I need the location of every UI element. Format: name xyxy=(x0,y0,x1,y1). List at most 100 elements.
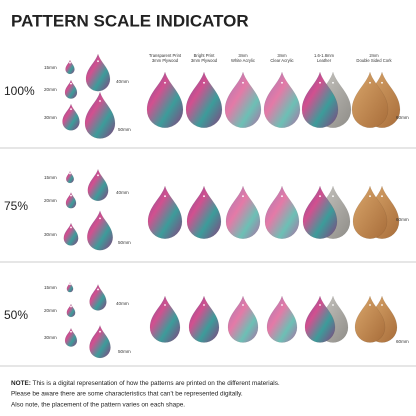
hole xyxy=(164,304,166,306)
scale-label: 100% xyxy=(4,84,35,98)
size-label: 30mm xyxy=(44,232,57,237)
material-shape xyxy=(225,185,261,239)
material-shape xyxy=(301,71,339,128)
hole xyxy=(242,81,244,84)
scale-label: 50% xyxy=(4,308,28,322)
hole xyxy=(164,81,166,84)
material-shape xyxy=(354,295,386,343)
hole xyxy=(381,195,383,198)
column-header: 1.6-1.8mm xyxy=(314,53,335,58)
teardrop xyxy=(89,283,107,311)
note-label: NOTE: xyxy=(11,380,31,387)
teardrop xyxy=(87,209,113,251)
note-text: This is a digital representation of how … xyxy=(31,380,280,387)
note-line: Please be aware there are some character… xyxy=(11,391,243,398)
column-header: 2mm xyxy=(369,53,379,58)
material-shape xyxy=(185,71,223,128)
hole xyxy=(369,195,371,198)
column-header: Double Sided Cork xyxy=(356,58,392,63)
hole xyxy=(164,195,166,198)
teardrop xyxy=(66,281,74,293)
material-shape xyxy=(146,71,184,128)
material-shape xyxy=(352,185,388,239)
hole xyxy=(70,194,72,197)
teardrop xyxy=(66,303,76,318)
material-shape xyxy=(227,295,259,343)
size-label: 30mm xyxy=(44,115,57,120)
size-label: 20mm xyxy=(44,87,57,92)
scale-label: 75% xyxy=(4,199,28,213)
hole xyxy=(242,304,244,306)
column-header: Clear Acrylic xyxy=(270,58,293,63)
hole xyxy=(97,288,99,291)
column-header: Transparent Print xyxy=(149,53,182,58)
size-label: 60mm xyxy=(396,115,409,120)
teardrop xyxy=(84,91,116,139)
material-shape xyxy=(351,71,389,128)
material-shape xyxy=(149,295,181,343)
size-label: 50mm xyxy=(118,127,131,132)
hole xyxy=(69,172,71,175)
hole xyxy=(203,195,205,198)
hole xyxy=(97,60,99,63)
hole xyxy=(69,283,71,286)
size-label: 30mm xyxy=(44,335,57,340)
teardrop xyxy=(85,53,111,92)
size-label: 15mm xyxy=(44,285,57,290)
material-shape xyxy=(302,185,338,239)
teardrop xyxy=(87,168,109,201)
hole xyxy=(70,226,72,229)
column-header: 3mm xyxy=(238,53,248,58)
hole xyxy=(332,195,334,198)
teardrop xyxy=(63,222,79,246)
size-label: 50mm xyxy=(118,240,131,245)
teardrop xyxy=(65,170,75,184)
size-label: 60mm xyxy=(396,217,409,222)
hole xyxy=(99,330,101,333)
material-shape xyxy=(266,295,298,343)
hole xyxy=(70,305,72,308)
size-label: 20mm xyxy=(44,308,57,313)
shapes xyxy=(62,53,401,359)
hole xyxy=(281,81,283,84)
material-shape xyxy=(147,185,183,239)
teardrop xyxy=(64,79,78,99)
column-header: Leather xyxy=(317,58,332,63)
hole xyxy=(369,304,371,306)
size-label: 20mm xyxy=(44,198,57,203)
teardrop xyxy=(64,327,78,347)
note-line: NOTE: This is a digital representation o… xyxy=(11,380,280,387)
size-label: 60mm xyxy=(396,339,409,344)
hole xyxy=(319,195,321,198)
material-shape xyxy=(263,71,301,128)
column-header: 3mm Plywood xyxy=(152,58,179,63)
hole xyxy=(70,82,72,85)
size-label: 40mm xyxy=(116,301,129,306)
hole xyxy=(70,108,72,110)
size-label: 15mm xyxy=(44,175,57,180)
material-shape xyxy=(224,71,262,128)
title: PATTERN SCALE INDICATOR xyxy=(11,11,249,30)
hole xyxy=(319,81,321,84)
teardrop xyxy=(65,191,77,209)
hole xyxy=(381,304,383,306)
hole xyxy=(281,195,283,198)
hole xyxy=(381,81,383,84)
hole xyxy=(99,217,101,220)
hole xyxy=(332,81,334,84)
note-line: Also note, the placement of the pattern … xyxy=(11,402,185,409)
size-label: 40mm xyxy=(116,79,129,84)
size-label: 50mm xyxy=(118,349,131,354)
material-shape xyxy=(304,295,336,343)
hole xyxy=(369,81,371,84)
hole xyxy=(203,304,205,306)
teardrop xyxy=(65,59,75,75)
size-label: 40mm xyxy=(116,190,129,195)
material-shape xyxy=(186,185,222,239)
teardrop xyxy=(62,103,80,131)
hole xyxy=(281,304,283,306)
column-header: Bright Print xyxy=(194,53,216,58)
hole xyxy=(97,174,99,177)
